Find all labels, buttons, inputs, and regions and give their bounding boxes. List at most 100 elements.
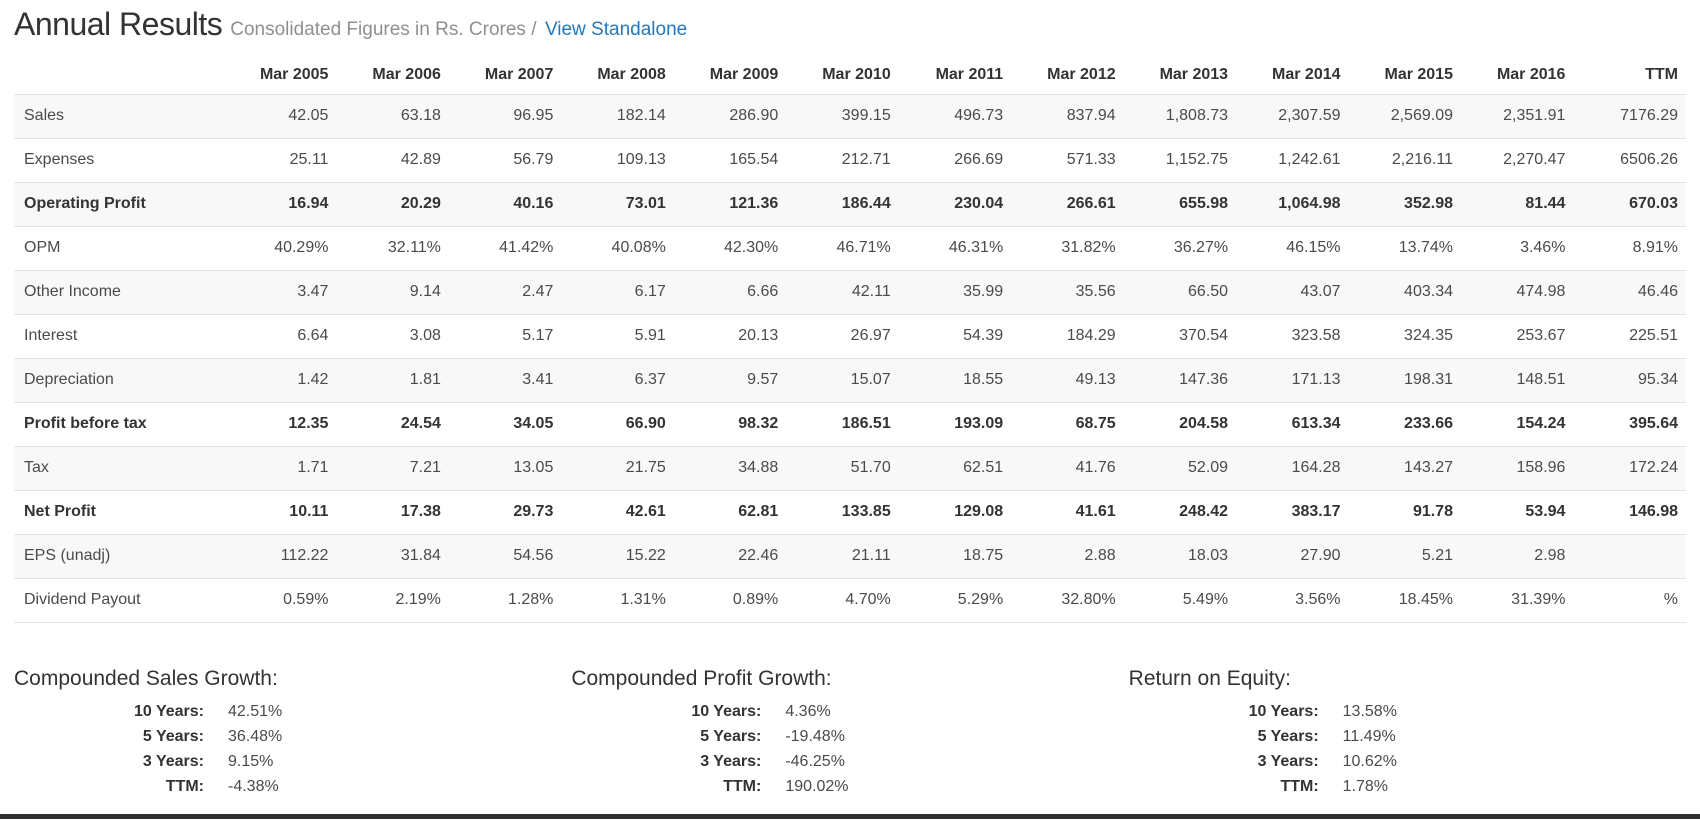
cell-value: 20.29	[336, 182, 449, 227]
summary-item-value: -4.38%	[228, 778, 279, 795]
cell-value: 62.51	[898, 446, 1012, 491]
cell-value: 5.21	[1348, 534, 1461, 579]
cell-value: 383.17	[1236, 490, 1349, 535]
cell-value: 204.58	[1123, 402, 1237, 447]
cell-value: 474.98	[1460, 270, 1574, 315]
cell-value: 40.29%	[224, 226, 337, 271]
cell-value: 16.94	[224, 182, 337, 227]
cell-value: 41.42%	[448, 226, 562, 271]
cell-value: 96.95	[448, 94, 562, 139]
cell-value: 24.54	[336, 402, 449, 447]
summary-item: 3 Years: 9.15%	[14, 751, 571, 772]
cell-value: 1,242.61	[1236, 138, 1349, 183]
cell-value: 154.24	[1460, 402, 1574, 447]
cell-value: 81.44	[1460, 182, 1574, 227]
cell-value: 2.47	[448, 270, 562, 315]
summary-item-value: 190.02%	[785, 778, 849, 795]
table-row: OPM 40.29% 32.11% 41.42% 40.08% 42.30% 46.71% 4…	[14, 226, 1686, 271]
cell-value: 31.84	[336, 534, 449, 579]
cell-value: 171.13	[1236, 358, 1349, 403]
cell-value: 233.66	[1348, 402, 1461, 447]
cell-value: 56.79	[448, 138, 562, 183]
summary-item-label: 3 Years:	[700, 753, 762, 770]
cell-value: 53.94	[1460, 490, 1574, 535]
summary-block: Compounded Profit Growth: 10 Years: 4.36%…	[571, 667, 1128, 801]
view-standalone-link[interactable]: View Standalone	[544, 19, 688, 40]
cell-value: 46.31%	[898, 226, 1012, 271]
cell-value: 496.73	[898, 94, 1012, 139]
cell-value: 148.51	[1460, 358, 1574, 403]
row-label: Expenses	[14, 138, 224, 183]
summary-item: 5 Years: 11.49%	[1129, 726, 1686, 747]
cell-value: 15.22	[561, 534, 674, 579]
cell-value: 1.81	[336, 358, 449, 403]
cell-value: 1,064.98	[1236, 182, 1349, 227]
summary-item: 5 Years: -19.48%	[571, 726, 1128, 747]
column-header: Mar 2012	[1011, 57, 1124, 95]
row-label: Other Income	[14, 270, 224, 315]
cell-value: 2.88	[1011, 534, 1124, 579]
cell-value: 7176.29	[1573, 94, 1686, 139]
page-subtitle: Consolidated Figures in Rs. Crores /	[230, 19, 537, 40]
cell-value: 6.64	[224, 314, 337, 359]
table-body: Sales 42.05 63.18 96.95 182.14 286.90 399.15 49…	[14, 94, 1686, 623]
summary-item-label: 3 Years:	[1257, 753, 1319, 770]
summary-item: TTM: -4.38%	[14, 776, 571, 797]
cell-value: 31.82%	[1011, 226, 1124, 271]
cell-value: 95.34	[1573, 358, 1686, 403]
cell-value: 42.30%	[673, 226, 787, 271]
bottom-divider	[0, 814, 1700, 819]
cell-value: 186.44	[786, 182, 899, 227]
cell-value: 0.59%	[224, 578, 337, 623]
cell-value: 1,152.75	[1123, 138, 1237, 183]
cell-value: 3.08	[336, 314, 449, 359]
cell-value: 15.07	[786, 358, 899, 403]
cell-value: 46.46	[1573, 270, 1686, 315]
cell-value: 35.56	[1011, 270, 1124, 315]
cell-value: 68.75	[1011, 402, 1124, 447]
cell-value: 1.28%	[448, 578, 562, 623]
table-row: Net Profit 10.11 17.38 29.73 42.61 62.81 133.8…	[14, 490, 1686, 535]
row-label: Depreciation	[14, 358, 224, 403]
column-header: Mar 2005	[224, 57, 337, 95]
cell-value: 193.09	[898, 402, 1012, 447]
cell-value: 13.05	[448, 446, 562, 491]
cell-value: 35.99	[898, 270, 1012, 315]
summary-item-label: TTM:	[1280, 778, 1319, 795]
cell-value: 198.31	[1348, 358, 1461, 403]
row-label: Sales	[14, 94, 224, 139]
cell-value: 43.07	[1236, 270, 1349, 315]
cell-value: 248.42	[1123, 490, 1237, 535]
cell-value: 21.11	[786, 534, 899, 579]
column-header: Mar 2007	[448, 57, 562, 95]
cell-value: 324.35	[1348, 314, 1461, 359]
summary-item-label: 10 Years:	[1248, 703, 1319, 720]
cell-value: 2.19%	[336, 578, 449, 623]
row-label: OPM	[14, 226, 224, 271]
summary-item-label: 5 Years:	[700, 728, 762, 745]
table-row: Sales 42.05 63.18 96.95 182.14 286.90 399.15 49…	[14, 94, 1686, 139]
cell-value: 54.56	[448, 534, 562, 579]
summary-section: Compounded Sales Growth: 10 Years: 42.51%…	[14, 667, 1686, 801]
cell-value: 133.85	[786, 490, 899, 535]
cell-value: 6.66	[673, 270, 787, 315]
cell-value: 21.75	[561, 446, 674, 491]
cell-value: 34.05	[448, 402, 562, 447]
cell-value: 40.08%	[561, 226, 674, 271]
cell-value: 403.34	[1348, 270, 1461, 315]
column-header: Mar 2014	[1236, 57, 1349, 95]
cell-value: 27.90	[1236, 534, 1349, 579]
summary-item-value: -46.25%	[785, 753, 845, 770]
cell-value: 2,307.59	[1236, 94, 1349, 139]
cell-value: 52.09	[1123, 446, 1237, 491]
cell-value: 266.61	[1011, 182, 1124, 227]
cell-value: 22.46	[673, 534, 787, 579]
cell-value: 46.71%	[786, 226, 899, 271]
cell-value: 146.98	[1573, 490, 1686, 535]
cell-value: 91.78	[1348, 490, 1461, 535]
table-row: Other Income 3.47 9.14 2.47 6.17 6.66 42.11 35.…	[14, 270, 1686, 315]
summary-list: 10 Years: 4.36% 5 Years: -19.48% 3 Years: -46…	[571, 701, 1128, 797]
summary-item: 3 Years: -46.25%	[571, 751, 1128, 772]
summary-item-label: 3 Years:	[142, 753, 204, 770]
summary-list: 10 Years: 42.51% 5 Years: 36.48% 3 Years: 9.1…	[14, 701, 571, 797]
